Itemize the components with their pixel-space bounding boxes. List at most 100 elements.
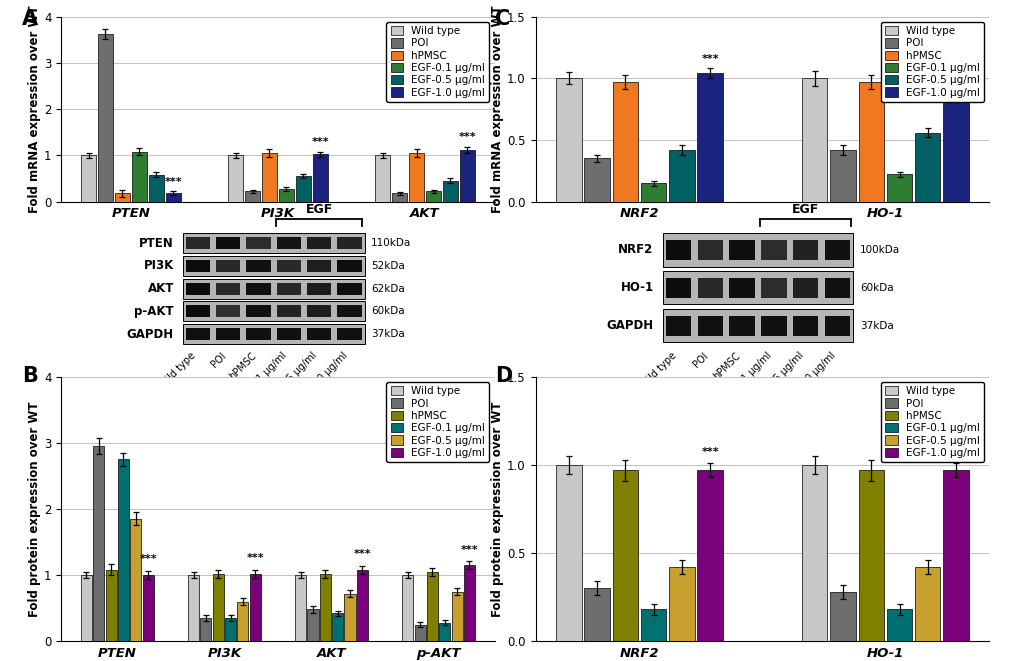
Text: hPMSC: hPMSC — [227, 350, 258, 381]
Bar — [668, 150, 694, 202]
Bar — [886, 175, 911, 202]
Bar — [801, 78, 826, 202]
Bar — [182, 256, 365, 276]
Bar — [829, 150, 855, 202]
Legend: Wild type, POI, hPMSC, EGF-0.1 μg/ml, EGF-0.5 μg/ml, EGF-1.0 μg/ml: Wild type, POI, hPMSC, EGF-0.1 μg/ml, EG… — [386, 22, 489, 102]
Text: ***: *** — [701, 54, 718, 63]
Bar — [114, 193, 129, 202]
Bar — [294, 575, 306, 641]
Bar — [729, 316, 754, 336]
Text: ***: *** — [164, 176, 181, 187]
Bar — [697, 240, 722, 260]
Bar — [213, 574, 223, 641]
Bar — [662, 271, 853, 305]
Bar — [225, 618, 235, 641]
Bar — [823, 316, 849, 336]
Text: hPMSC: hPMSC — [710, 350, 741, 381]
Bar — [276, 305, 301, 317]
Bar — [858, 470, 883, 641]
Bar — [200, 618, 211, 641]
Bar — [697, 470, 722, 641]
Bar — [464, 565, 475, 641]
Bar — [760, 278, 786, 298]
Bar — [914, 567, 940, 641]
Bar — [426, 192, 441, 202]
Text: 1.0 μg/ml: 1.0 μg/ml — [310, 350, 350, 390]
Bar — [182, 301, 365, 321]
Y-axis label: Fold protein expression over WT: Fold protein expression over WT — [29, 401, 41, 617]
Text: POI: POI — [209, 350, 228, 369]
Bar — [98, 34, 113, 202]
Text: 100kDa: 100kDa — [859, 245, 900, 255]
Bar — [760, 316, 786, 336]
Bar — [246, 237, 270, 249]
Bar — [401, 575, 413, 641]
Bar — [375, 155, 390, 202]
Y-axis label: Fold mRNA expression over WT: Fold mRNA expression over WT — [491, 5, 503, 213]
Bar — [760, 240, 786, 260]
Text: GAPDH: GAPDH — [126, 328, 173, 340]
Bar — [276, 283, 301, 295]
Text: 0.1 μg/ml: 0.1 μg/ml — [734, 350, 773, 390]
Bar — [439, 623, 450, 641]
Text: C: C — [494, 9, 510, 29]
Bar — [320, 574, 330, 641]
Bar — [555, 465, 581, 641]
Bar — [451, 592, 463, 641]
Bar — [81, 575, 92, 641]
Text: D: D — [494, 366, 512, 386]
Bar — [337, 260, 362, 272]
Bar — [337, 283, 362, 295]
Bar — [584, 159, 609, 202]
Bar — [858, 82, 883, 202]
Text: ***: *** — [947, 56, 964, 66]
Bar — [307, 329, 331, 340]
Text: ***: *** — [354, 549, 371, 559]
Bar — [665, 278, 691, 298]
Bar — [118, 459, 128, 641]
Text: POI: POI — [691, 350, 709, 369]
Text: EGF: EGF — [791, 204, 818, 217]
Bar — [307, 237, 331, 249]
Bar — [216, 237, 240, 249]
Text: PI3K: PI3K — [144, 259, 173, 272]
Text: ***: *** — [701, 447, 718, 457]
Text: 37kDa: 37kDa — [371, 329, 405, 339]
Text: AKT: AKT — [148, 282, 173, 295]
Text: ***: *** — [311, 137, 329, 147]
Bar — [165, 193, 180, 202]
Text: ***: *** — [947, 447, 964, 457]
Bar — [943, 470, 968, 641]
Bar — [185, 329, 210, 340]
Bar — [801, 465, 826, 641]
Bar — [246, 260, 270, 272]
Bar — [228, 155, 243, 202]
Bar — [187, 575, 199, 641]
Bar — [276, 260, 301, 272]
Bar — [344, 594, 356, 641]
Text: 1.0 μg/ml: 1.0 μg/ml — [797, 350, 837, 390]
Bar — [612, 470, 638, 641]
Bar — [337, 305, 362, 317]
Bar — [640, 183, 665, 202]
Bar — [216, 283, 240, 295]
Text: 52kDa: 52kDa — [371, 261, 405, 271]
Bar — [276, 329, 301, 340]
Bar — [182, 324, 365, 344]
Text: NRF2: NRF2 — [618, 243, 653, 256]
Bar — [662, 233, 853, 266]
Bar — [278, 188, 293, 202]
Bar — [391, 193, 407, 202]
Bar — [276, 237, 301, 249]
Bar — [237, 602, 249, 641]
Bar — [697, 316, 722, 336]
Bar — [216, 329, 240, 340]
Text: B: B — [22, 366, 38, 386]
Bar — [296, 176, 311, 202]
Y-axis label: Fold protein expression over WT: Fold protein expression over WT — [491, 401, 503, 617]
Bar — [668, 567, 694, 641]
Text: 0.5 μg/ml: 0.5 μg/ml — [765, 350, 805, 391]
Text: GAPDH: GAPDH — [605, 319, 653, 332]
Text: 62kDa: 62kDa — [371, 284, 405, 293]
Bar — [307, 283, 331, 295]
